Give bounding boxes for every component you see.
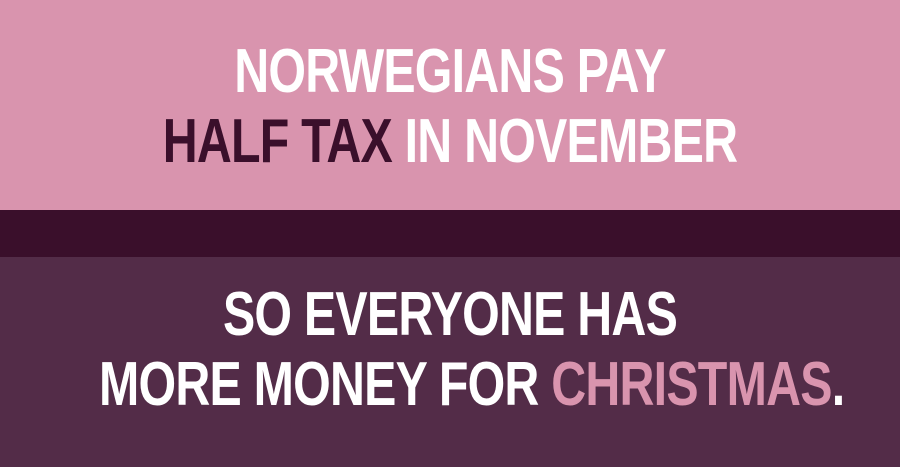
bottom-headline-line-2: MORE MONEY FOR CHRISTMAS. [99,350,845,420]
top-panel [0,0,900,210]
period-text: . [831,350,845,419]
bottom-panel [0,257,900,467]
top-headline-line-1: NORWEGIANS PAY [234,37,666,106]
top-headline-line-2: HALF TAX IN NOVEMBER [99,107,801,177]
divider-band [0,210,900,257]
top-headline: NORWEGIANS PAY HALF TAX IN NOVEMBER [99,37,801,177]
bottom-headline: SO EVERYONE HAS MORE MONEY FOR CHRISTMAS… [99,280,845,420]
bottom-headline-line-1: SO EVERYONE HAS [222,280,678,349]
half-tax-emphasis: HALF TAX [162,107,393,176]
christmas-emphasis: CHRISTMAS [551,350,832,419]
more-money-text: MORE MONEY FOR [99,350,552,419]
in-november-text: IN NOVEMBER [391,107,738,176]
